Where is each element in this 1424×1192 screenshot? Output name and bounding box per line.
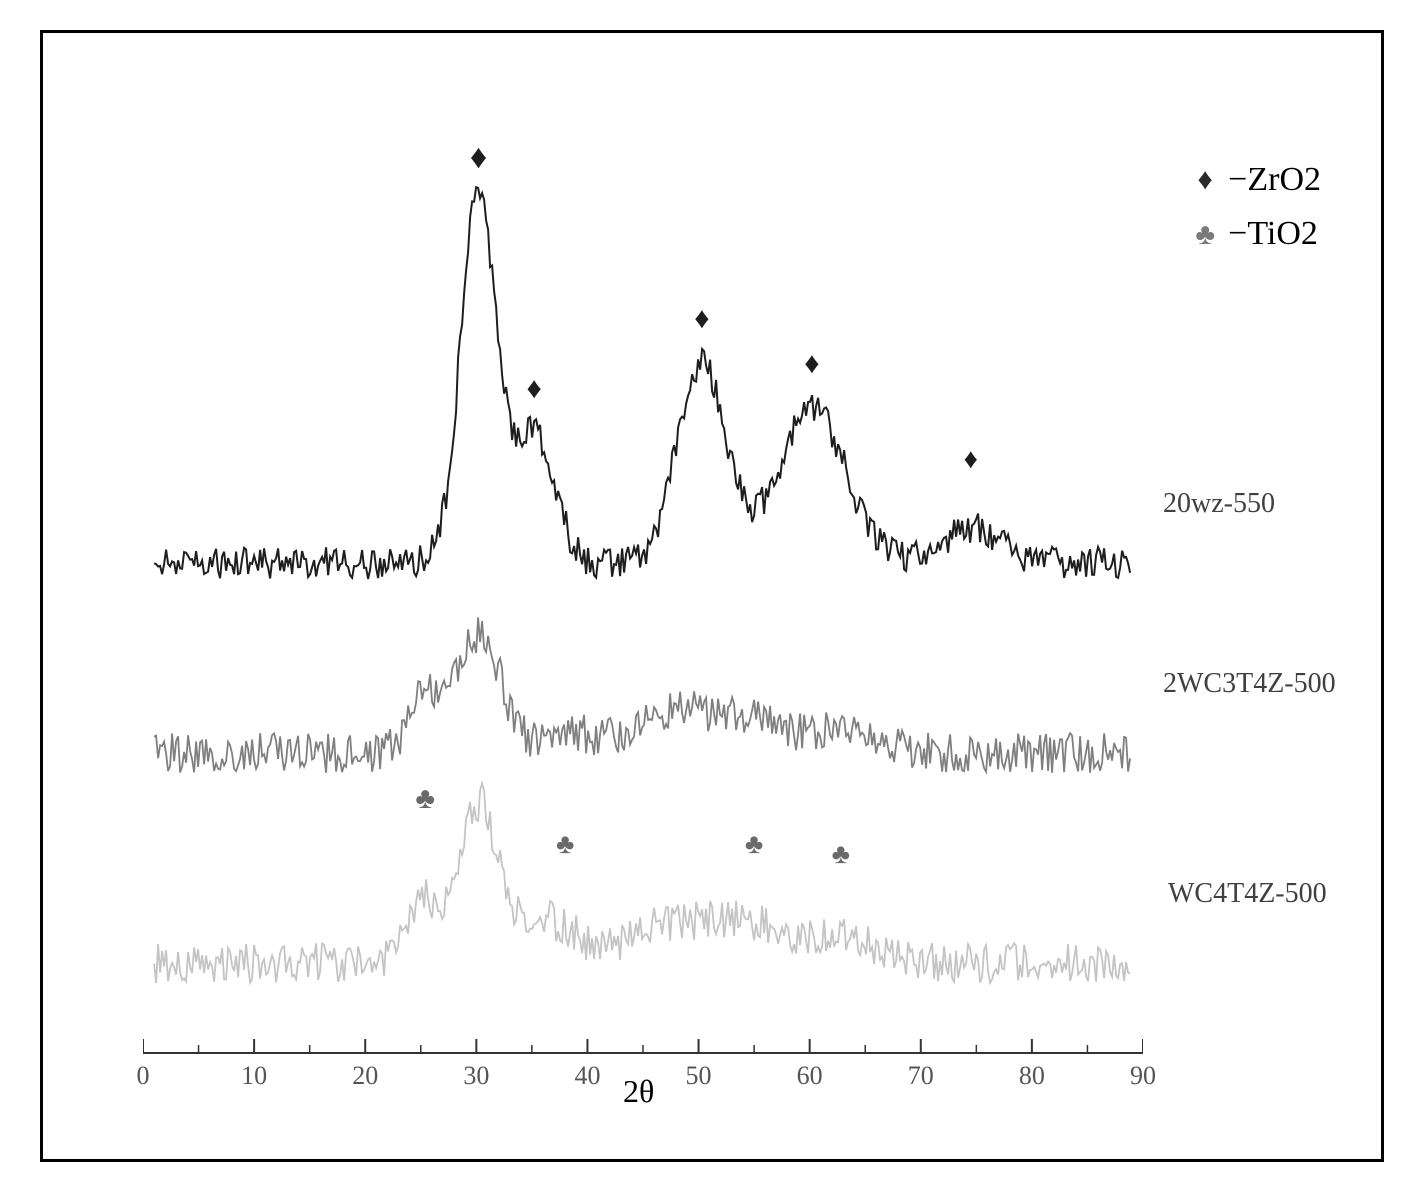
x-tick-label: 60 [797,1061,823,1091]
figure-frame: ♦ ♦ ♦ ♦ ♦ ♣ ♣ ♣ ♣ ♦ −ZrO2 ♣ −TiO2 20wz-550 2WC3T… [40,30,1384,1162]
x-tick-label: 90 [1130,1061,1156,1091]
diamond-icon: ♦ [804,347,819,380]
xrd-trace [154,783,1130,983]
club-icon: ♣ [556,829,574,860]
diamond-icon: ♦ [1188,156,1222,204]
diamond-icon: ♦ [964,444,978,475]
diamond-icon: ♦ [526,372,541,405]
diamond-icon: ♦ [470,139,487,176]
plot-area: ♦ ♦ ♦ ♦ ♦ ♣ ♣ ♣ ♣ [143,93,1143,1013]
club-icon: ♣ [1188,211,1222,259]
club-icon: ♣ [415,782,435,815]
legend-label: −ZrO2 [1228,153,1321,207]
x-tick-label: 0 [137,1061,150,1091]
club-icon: ♣ [832,839,850,870]
diamond-icon: ♦ [694,302,709,335]
x-tick-label: 70 [908,1061,934,1091]
x-tick-label: 50 [686,1061,712,1091]
trace-label-wc4t4z: WC4T4Z-500 [1168,878,1327,910]
legend: ♦ −ZrO2 ♣ −TiO2 [1188,153,1321,262]
legend-item-tio2: ♣ −TiO2 [1188,207,1321,261]
club-icon: ♣ [745,829,763,860]
legend-label: −TiO2 [1228,207,1318,261]
xrd-svg: ♦ ♦ ♦ ♦ ♦ ♣ ♣ ♣ ♣ [143,93,1143,1073]
xrd-trace [154,617,1130,772]
x-tick-label: 20 [352,1061,378,1091]
trace-label-2wc3t4z: 2WC3T4Z-500 [1163,668,1336,700]
x-tick-label: 80 [1019,1061,1045,1091]
x-axis-label: 2θ [623,1073,654,1110]
x-tick-label: 40 [574,1061,600,1091]
x-tick-label: 10 [241,1061,267,1091]
trace-label-20wz: 20wz-550 [1163,488,1275,520]
legend-item-zro2: ♦ −ZrO2 [1188,153,1321,207]
xrd-trace [154,187,1130,579]
x-tick-label: 30 [463,1061,489,1091]
